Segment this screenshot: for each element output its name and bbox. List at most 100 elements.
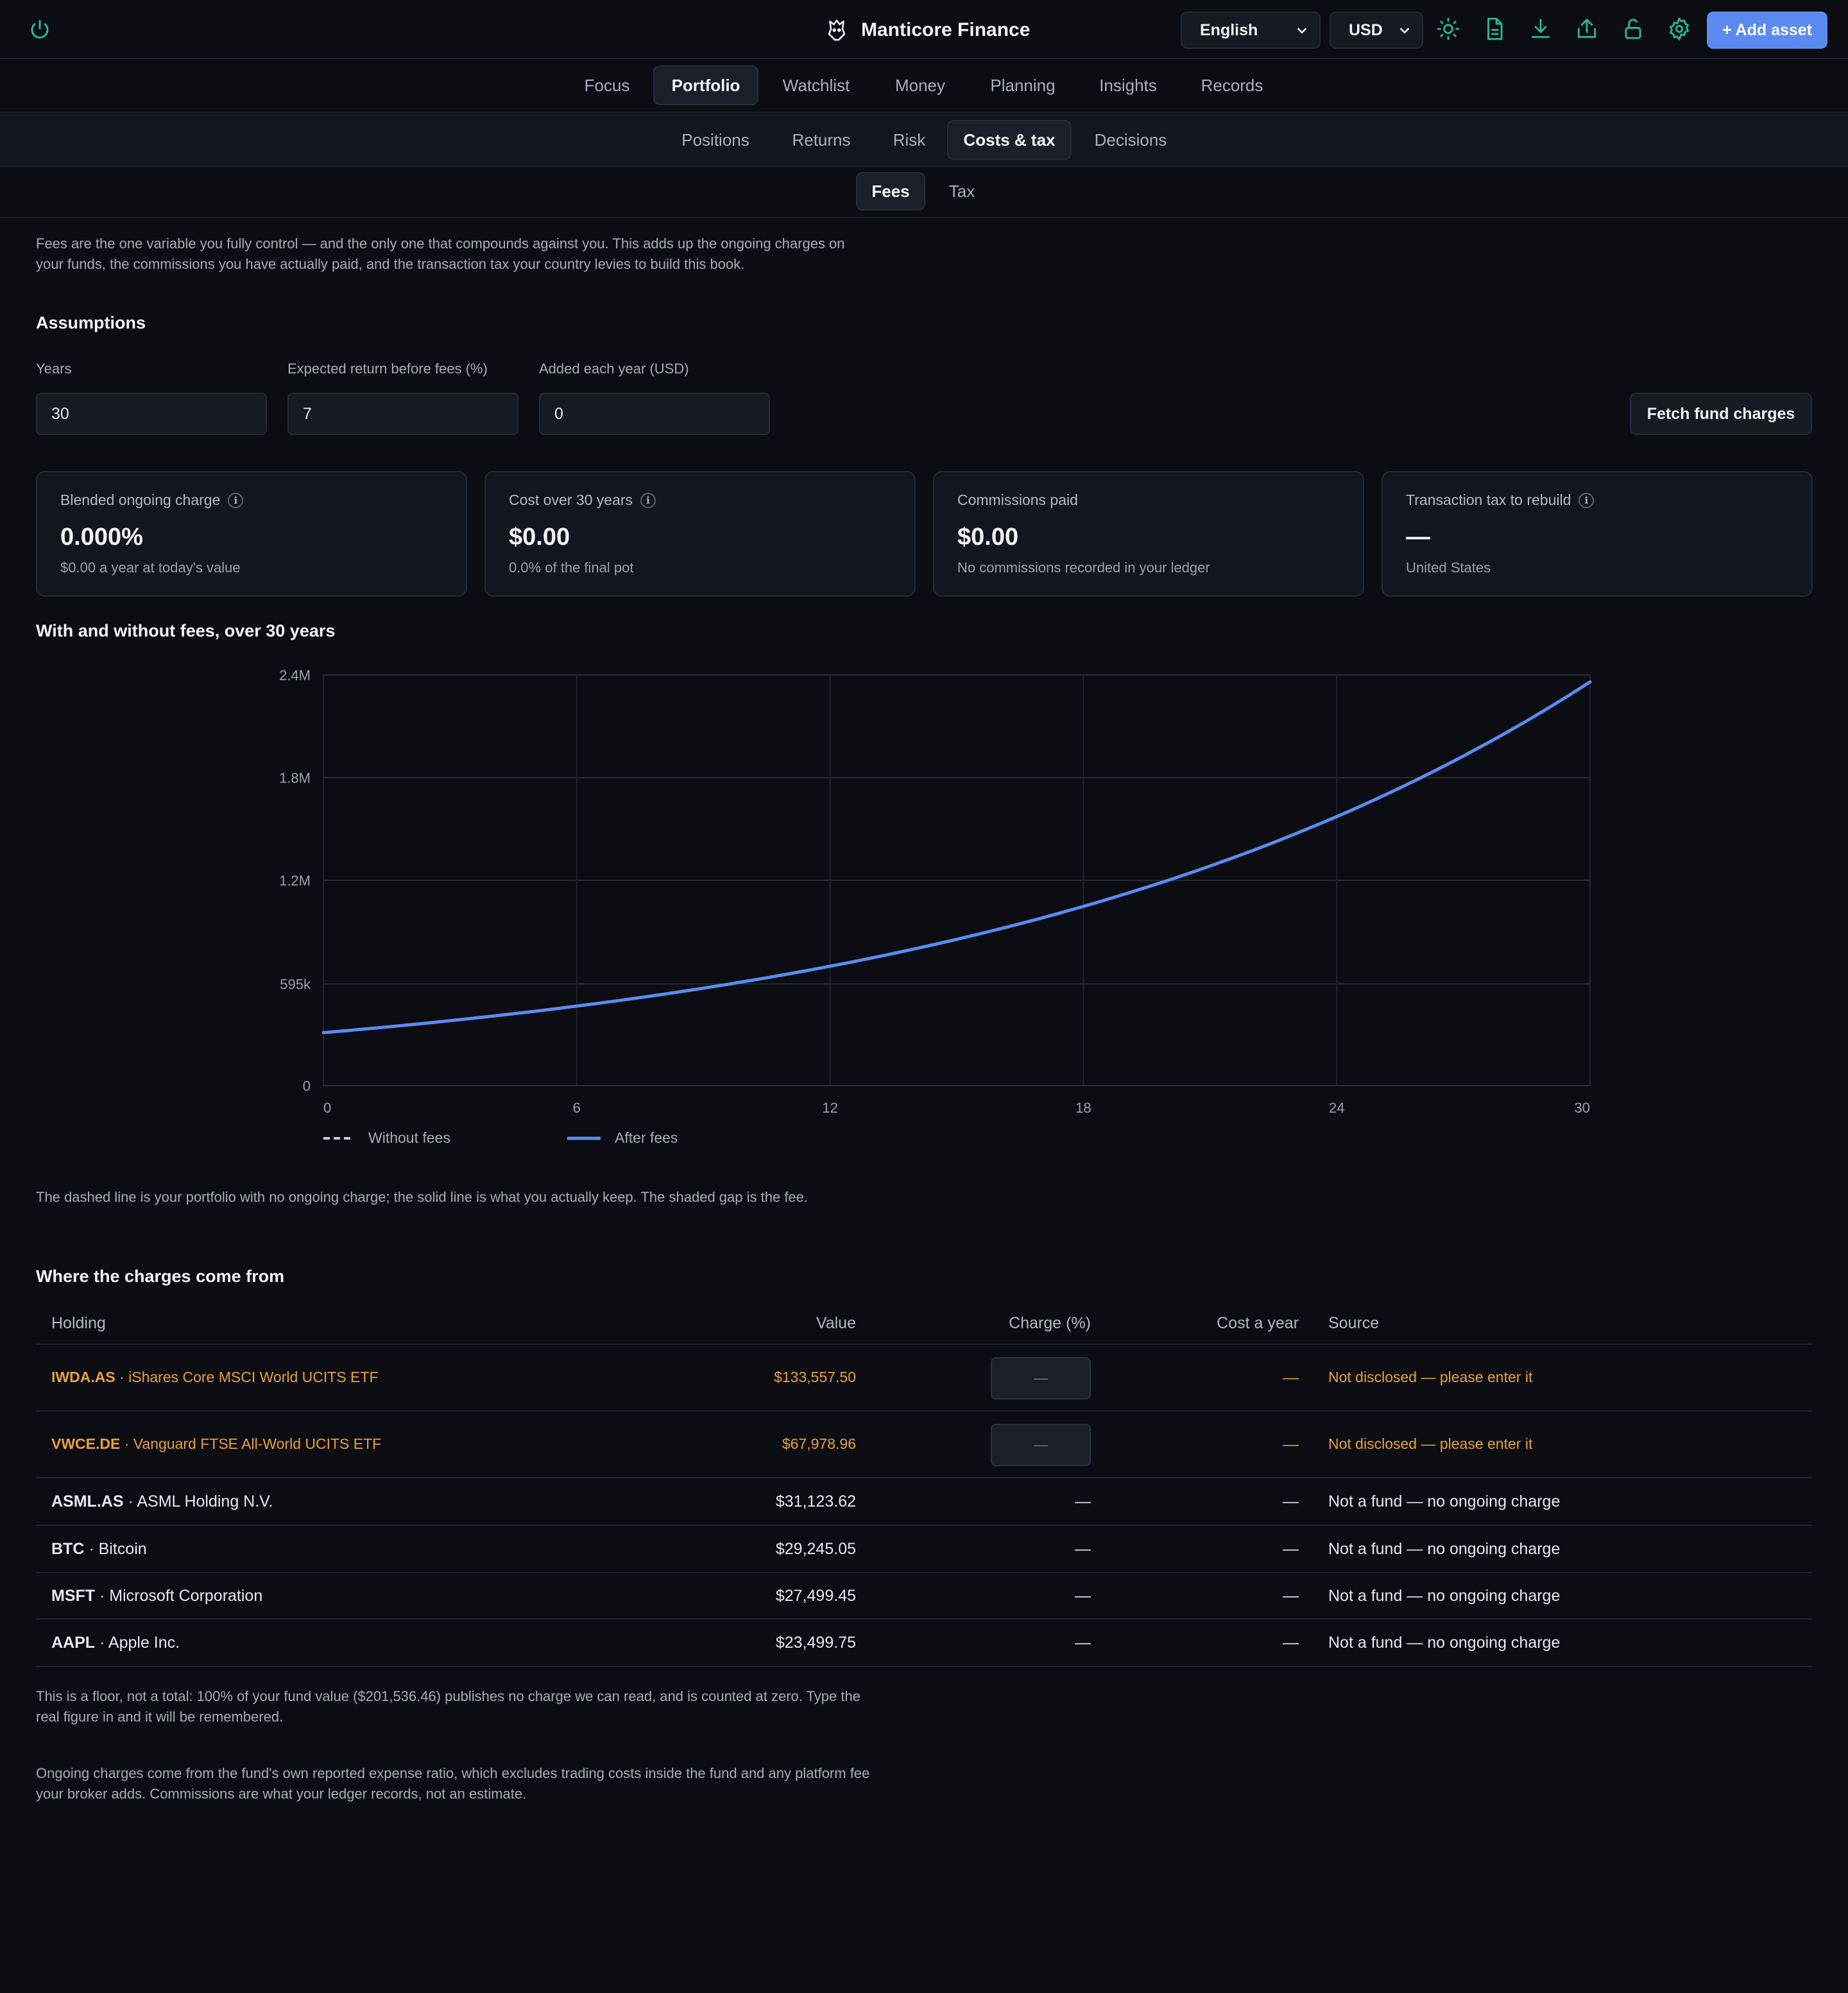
- return-value: 7: [303, 404, 312, 423]
- tab-portfolio[interactable]: Portfolio: [653, 65, 758, 105]
- card-value: 0.000%: [60, 524, 143, 551]
- x-tick-label: 24: [1329, 1100, 1344, 1116]
- return-label: Expected return before fees (%): [287, 361, 488, 377]
- added-input[interactable]: 0: [539, 393, 770, 435]
- unlock-icon[interactable]: [1621, 17, 1645, 41]
- legend-without-fees: Without fees: [323, 1129, 450, 1147]
- charge-input[interactable]: —: [991, 1357, 1091, 1399]
- info-icon[interactable]: i: [1579, 492, 1595, 508]
- x-tick-label: 18: [1075, 1100, 1091, 1116]
- col-charge: Charge (%): [1009, 1314, 1091, 1332]
- y-tick-label: 1.2M: [279, 873, 311, 889]
- power-icon[interactable]: [28, 18, 51, 41]
- tab-planning[interactable]: Planning: [990, 75, 1056, 95]
- gear-icon[interactable]: [1667, 17, 1691, 41]
- download-icon[interactable]: [1528, 17, 1553, 41]
- added-label: Added each year (USD): [539, 361, 689, 377]
- return-input[interactable]: 7: [287, 393, 518, 435]
- tab-positions[interactable]: Positions: [681, 130, 749, 150]
- charge-cell: —: [1075, 1587, 1091, 1605]
- tab-watchlist[interactable]: Watchlist: [782, 75, 850, 95]
- holding-symbol[interactable]: VWCE.DE: [51, 1435, 121, 1452]
- tertiary-nav: Fees Tax: [0, 167, 1848, 218]
- holding-symbol[interactable]: MSFT: [51, 1587, 96, 1605]
- value-cell: $29,245.05: [775, 1540, 856, 1558]
- solid-line-swatch: [567, 1136, 601, 1140]
- cost-cell: —: [1283, 1587, 1299, 1605]
- add-asset-button[interactable]: + Add asset: [1707, 12, 1827, 49]
- holding-cell: MSFT · Microsoft Corporation: [51, 1587, 262, 1605]
- charge-input[interactable]: —: [991, 1424, 1091, 1466]
- cost-cell: —: [1283, 1435, 1299, 1453]
- document-icon[interactable]: [1482, 17, 1507, 41]
- holding-symbol[interactable]: AAPL: [51, 1634, 96, 1652]
- tab-decisions[interactable]: Decisions: [1094, 130, 1167, 150]
- holding-symbol[interactable]: IWDA.AS: [51, 1369, 116, 1385]
- holding-cell: BTC · Bitcoin: [51, 1540, 147, 1559]
- tab-money[interactable]: Money: [894, 75, 946, 95]
- years-value: 30: [51, 404, 69, 423]
- tab-risk[interactable]: Risk: [893, 130, 926, 150]
- tab-focus[interactable]: Focus: [584, 75, 630, 95]
- language-select[interactable]: English: [1181, 12, 1321, 49]
- tab-records[interactable]: Records: [1201, 75, 1263, 95]
- y-tick-label: 0: [303, 1078, 311, 1094]
- chevron-down-icon: [1398, 23, 1412, 37]
- tab-insights[interactable]: Insights: [1099, 75, 1157, 95]
- card-value: $0.00: [957, 524, 1019, 551]
- holding-separator: ·: [84, 1540, 99, 1558]
- card-commissions-paid: Commissions paid $0.00 No commissions re…: [933, 471, 1364, 597]
- value-cell: $27,499.45: [775, 1587, 856, 1605]
- added-value: 0: [554, 404, 563, 423]
- card-label: Commissions paid: [957, 492, 1078, 508]
- x-tick-label: 0: [323, 1100, 331, 1116]
- holding-name: Apple Inc.: [108, 1634, 180, 1652]
- col-value: Value: [816, 1314, 856, 1332]
- source-cell: Not a fund — no ongoing charge: [1328, 1540, 1561, 1558]
- card-subtext: No commissions recorded in your ledger: [957, 560, 1210, 576]
- x-tick-label: 6: [573, 1100, 581, 1116]
- source-cell: Not a fund — no ongoing charge: [1328, 1634, 1561, 1652]
- charge-placeholder: —: [1034, 1370, 1048, 1386]
- holding-name: Bitcoin: [98, 1540, 147, 1558]
- holding-name: Vanguard FTSE All-World UCITS ETF: [133, 1435, 382, 1452]
- value-cell: $31,123.62: [775, 1493, 856, 1510]
- years-input[interactable]: 30: [36, 393, 267, 435]
- primary-nav: Focus Portfolio Watchlist Money Planning…: [0, 59, 1848, 113]
- dashed-line-swatch: [323, 1136, 354, 1140]
- table-row: VWCE.DE · Vanguard FTSE All-World UCITS …: [36, 1412, 1812, 1478]
- currency-select[interactable]: USD: [1330, 12, 1423, 49]
- table-row: ASML.AS · ASML Holding N.V. $31,123.62 — — N…: [36, 1478, 1812, 1526]
- table-row: IWDA.AS · iShares Core MSCI World UCITS …: [36, 1345, 1812, 1412]
- after-fees-line: [321, 680, 1592, 1034]
- sun-theme-icon[interactable]: [1436, 17, 1460, 41]
- info-icon[interactable]: i: [228, 492, 244, 508]
- years-label: Years: [36, 361, 72, 377]
- source-cell: Not disclosed — please enter it: [1328, 1435, 1533, 1452]
- col-holding: Holding: [51, 1314, 106, 1332]
- card-subtext: United States: [1406, 560, 1491, 576]
- table-row: BTC · Bitcoin $29,245.05 — — Not a fund — no…: [36, 1526, 1812, 1573]
- legend-label: After fees: [615, 1129, 678, 1146]
- holding-symbol[interactable]: ASML.AS: [51, 1493, 124, 1510]
- charge-cell: —: [1075, 1634, 1091, 1652]
- holding-cell: ASML.AS · ASML Holding N.V.: [51, 1493, 273, 1511]
- cost-cell: —: [1283, 1540, 1299, 1558]
- holding-name: Microsoft Corporation: [109, 1587, 263, 1605]
- chart-heading: With and without fees, over 30 years: [36, 621, 336, 640]
- tab-fees[interactable]: Fees: [856, 172, 925, 210]
- intro-text: Fees are the one variable you fully cont…: [36, 235, 845, 272]
- card-value: $0.00: [509, 524, 570, 551]
- charge-cell: —: [1075, 1493, 1091, 1510]
- fetch-fund-charges-button[interactable]: Fetch fund charges: [1630, 393, 1812, 435]
- upload-icon[interactable]: [1575, 17, 1599, 41]
- tab-tax[interactable]: Tax: [948, 181, 975, 201]
- x-tick-label: 12: [822, 1100, 837, 1116]
- holding-symbol[interactable]: BTC: [51, 1540, 85, 1558]
- tab-costs-tax[interactable]: Costs & tax: [947, 120, 1072, 160]
- app-title: Manticore Finance: [861, 19, 1031, 40]
- tab-returns[interactable]: Returns: [792, 130, 851, 150]
- manticore-logo-icon: [825, 17, 848, 43]
- without-fees-line: [322, 680, 1591, 1034]
- info-icon[interactable]: i: [640, 492, 656, 508]
